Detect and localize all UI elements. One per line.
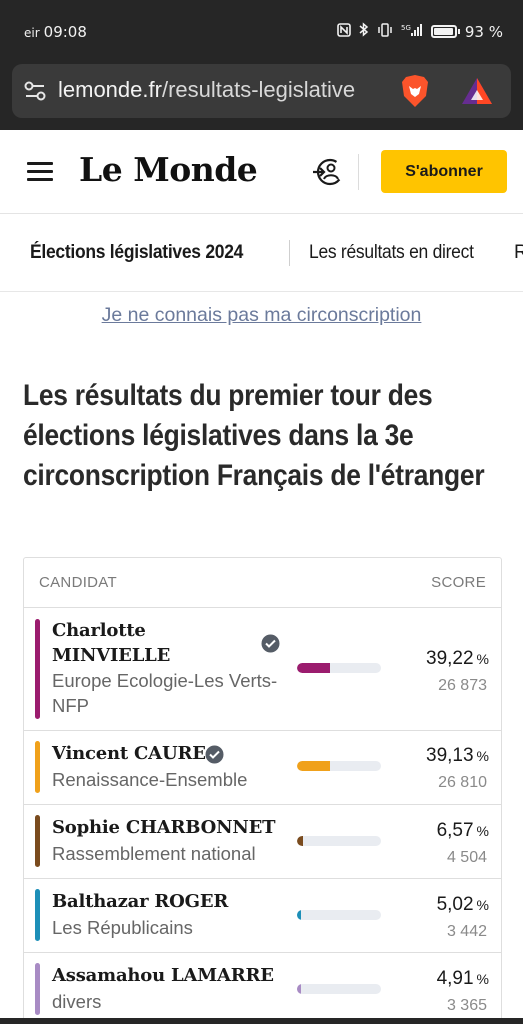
le-monde-logo[interactable]: Le Monde [79, 150, 258, 189]
network-label: 5G [401, 24, 411, 32]
vote-count: 26 810 [438, 774, 487, 791]
tab-elections-legislatives[interactable]: Élections législatives 2024 [30, 242, 244, 263]
tab-next[interactable]: R [514, 242, 523, 264]
menu-icon[interactable] [27, 162, 53, 182]
candidate-name: Vincent CAURE [52, 743, 206, 764]
party-color-stripe [35, 963, 40, 1015]
score-percent: 4,91% [437, 968, 489, 990]
qualified-check-icon [205, 745, 224, 764]
score-bar-fill [297, 761, 330, 771]
party-color-stripe [35, 741, 40, 793]
score-percent-value: 39,13 [426, 745, 474, 766]
candidate-party: divers [52, 991, 102, 1012]
results-table: CANDIDAT SCORE Charlotte MINVIELLE Europ… [23, 557, 502, 1024]
score-bar [297, 836, 381, 846]
signal-icon: 5G [401, 23, 423, 41]
table-row[interactable]: Vincent CAURE Renaissance-Ensemble 39,13… [24, 731, 501, 805]
qualified-check-icon [261, 634, 280, 653]
score-bar [297, 761, 381, 771]
candidate-name: Balthazar ROGER [52, 891, 229, 912]
login-icon[interactable] [312, 156, 344, 188]
address-bar[interactable]: lemonde.fr/resultats-legislative [12, 64, 384, 118]
table-header: CANDIDAT SCORE [24, 558, 501, 608]
vote-count: 4 504 [446, 849, 487, 866]
browser-actions [384, 64, 511, 118]
system-nav-bar [0, 1018, 523, 1024]
score-percent-value: 39,22 [426, 648, 474, 669]
score-percent-value: 4,91 [436, 968, 474, 989]
battery-level: 93 % [464, 22, 503, 41]
percent-unit: % [476, 897, 489, 913]
percent-unit: % [476, 971, 489, 987]
candidate-party: Europe Ecologie-Les Verts-NFP [52, 670, 278, 716]
score-bar [297, 910, 381, 920]
status-left: eir 09:08 [24, 23, 87, 41]
vote-count: 3 442 [446, 923, 487, 940]
header-divider [358, 154, 359, 190]
page-title: Les résultats du premier tour des électi… [23, 379, 485, 492]
percent-unit: % [476, 748, 489, 764]
party-color-stripe [35, 889, 40, 941]
candidate-party: Les Républicains [52, 917, 193, 938]
candidate-name: Assamahou LAMARRE [52, 965, 274, 986]
score-percent: 39,22% [426, 648, 489, 670]
percent-unit: % [476, 823, 489, 839]
clock: 09:08 [43, 23, 87, 41]
site-header: Le Monde S'abonner [0, 130, 523, 214]
party-color-stripe [35, 619, 40, 719]
candidate-party: Rassemblement national [52, 843, 256, 864]
url-domain: lemonde.fr [58, 77, 162, 102]
url-text[interactable]: lemonde.fr/resultats-legislative [58, 77, 384, 103]
nfc-icon [337, 22, 351, 41]
candidate-name: Sophie CHARBONNET [52, 817, 276, 838]
unknown-circonscription-link[interactable]: Je ne connais pas ma circonscription [101, 304, 422, 326]
score-bar-fill [297, 663, 330, 673]
score-percent: 6,57% [437, 820, 489, 842]
carrier-label: eir [24, 26, 40, 40]
table-row[interactable]: Sophie CHARBONNET Rassemblement national… [24, 805, 501, 879]
url-path: /resultats-legislative [161, 77, 356, 102]
score-percent: 39,13% [426, 745, 489, 767]
score-bar-fill [297, 984, 302, 994]
score-percent-value: 6,57 [436, 820, 474, 841]
score-bar [297, 663, 381, 673]
subscribe-button[interactable]: S'abonner [381, 150, 507, 193]
score-bar-fill [297, 836, 303, 846]
bluetooth-icon [359, 22, 369, 41]
tab-resultats-direct[interactable]: Les résultats en direct [309, 242, 474, 263]
vote-count: 26 873 [438, 677, 487, 694]
score-bar [297, 984, 381, 994]
score-bar-fill [297, 910, 302, 920]
candidate-party: Renaissance-Ensemble [52, 769, 248, 790]
col-candidate: CANDIDAT [39, 574, 117, 591]
table-row[interactable]: Charlotte MINVIELLE Europe Ecologie-Les … [24, 608, 501, 731]
vibrate-icon [377, 22, 393, 41]
status-bar: eir 09:08 5G 93 % [0, 0, 523, 62]
candidate-name: Charlotte MINVIELLE [52, 620, 171, 666]
brave-shields-icon[interactable] [400, 74, 430, 108]
brave-rewards-icon[interactable] [460, 76, 494, 106]
section-tabs: Élections législatives 2024 Les résultat… [0, 214, 523, 292]
status-right: 5G 93 % [337, 22, 503, 41]
score-percent-value: 5,02 [436, 894, 474, 915]
table-row[interactable]: Assamahou LAMARRE divers 4,91% 3 365 [24, 953, 501, 1024]
site-settings-icon[interactable] [24, 80, 46, 102]
browser-toolbar: lemonde.fr/resultats-legislative [0, 62, 523, 130]
tab-divider [289, 240, 290, 266]
table-row[interactable]: Balthazar ROGER Les Républicains 5,02% 3… [24, 879, 501, 953]
percent-unit: % [476, 651, 489, 667]
vote-count: 3 365 [446, 997, 487, 1014]
battery-icon [430, 25, 460, 38]
score-percent: 5,02% [437, 894, 489, 916]
col-score: SCORE [431, 574, 486, 591]
party-color-stripe [35, 815, 40, 867]
